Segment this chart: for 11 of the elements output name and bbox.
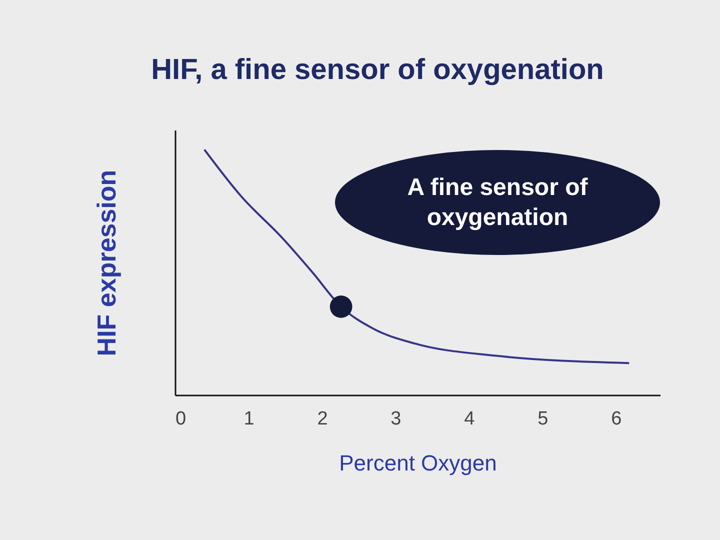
chart-title: HIF, a fine sensor of oxygenation xyxy=(151,54,604,86)
x-tick-label: 0 xyxy=(176,408,186,430)
x-tick-label: 3 xyxy=(390,408,402,430)
x-tick-label: 4 xyxy=(464,408,476,430)
x-tick-label: 1 xyxy=(244,408,254,430)
x-tick-label: 2 xyxy=(317,408,328,430)
x-tick-label: 5 xyxy=(538,408,548,430)
y-axis-title: HIF expression xyxy=(92,170,122,356)
x-tick-label: 6 xyxy=(611,408,622,430)
x-axis-title: Percent Oxygen xyxy=(339,450,497,476)
annotation: A fine sensor of oxygenation xyxy=(406,172,589,232)
